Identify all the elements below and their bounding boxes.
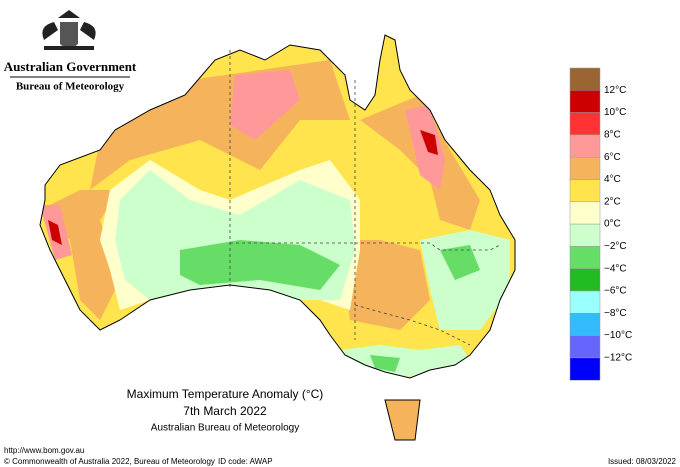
legend-label: −8°C — [604, 308, 627, 319]
map-date: 7th March 2022 — [183, 404, 267, 418]
legend-swatch — [569, 290, 601, 314]
government-name: Australian Government — [4, 59, 137, 74]
legend-label: −6°C — [604, 286, 627, 297]
map-title: Maximum Temperature Anomaly (°C) — [127, 387, 324, 401]
legend-swatch — [569, 246, 601, 269]
legend-label: −4°C — [604, 263, 627, 274]
legend-label: 6°C — [604, 152, 621, 163]
legend-label: 8°C — [604, 130, 621, 141]
legend-label: 2°C — [604, 196, 621, 207]
legend-label: −10°C — [604, 330, 632, 341]
coastline — [39, 34, 516, 441]
footer-id-code: ID code: AWAP — [218, 457, 273, 466]
footer-copyright: © Commonwealth of Australia 2022, Bureau… — [4, 457, 215, 466]
legend-label: 10°C — [604, 107, 626, 118]
legend-swatch — [569, 179, 601, 203]
legend-swatch — [569, 268, 601, 292]
legend-label: 4°C — [604, 174, 621, 185]
legend-swatch — [569, 223, 601, 247]
state-borders — [229, 50, 501, 346]
legend-swatch — [569, 67, 601, 91]
legend-swatch — [569, 112, 601, 136]
footer-issued: Issued: 08/03/2022 — [608, 457, 677, 466]
legend-swatch — [569, 90, 601, 113]
legend-swatch — [569, 357, 601, 381]
agency-name: Bureau of Meteorology — [16, 81, 125, 93]
legend-swatch — [569, 335, 601, 359]
legend-label: 0°C — [604, 219, 621, 230]
footer-url: http://www.bom.gov.au — [4, 446, 84, 455]
legend-swatch — [569, 134, 601, 158]
legend: 12°C 10°C 8°C 6°C 4°C 2°C 0°C −2°C −4°C −6°C −8°C −… — [569, 67, 632, 381]
legend-swatch — [569, 201, 601, 225]
legend-swatch — [569, 156, 601, 180]
legend-swatch — [569, 313, 601, 336]
map-source: Australian Bureau of Meteorology — [151, 423, 299, 434]
legend-label: −12°C — [604, 353, 632, 364]
legend-label: 12°C — [604, 85, 626, 96]
legend-label: −2°C — [604, 241, 627, 252]
coat-of-arms — [42, 10, 96, 50]
